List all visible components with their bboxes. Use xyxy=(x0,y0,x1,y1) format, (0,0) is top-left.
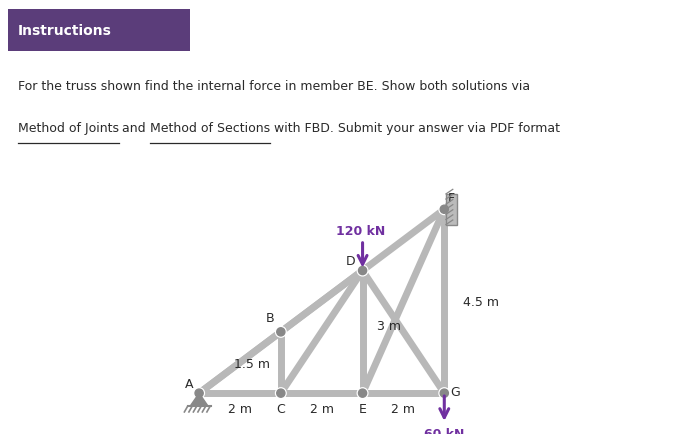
Circle shape xyxy=(439,204,449,215)
Circle shape xyxy=(358,389,367,397)
Text: 1.5 m: 1.5 m xyxy=(234,357,270,370)
Text: 4.5 m: 4.5 m xyxy=(463,295,498,308)
Circle shape xyxy=(276,389,285,397)
Text: E: E xyxy=(358,402,367,415)
Text: Instructions: Instructions xyxy=(18,24,111,38)
Circle shape xyxy=(276,328,285,336)
Text: with FBD. Submit your answer via PDF format: with FBD. Submit your answer via PDF for… xyxy=(270,122,560,135)
Circle shape xyxy=(439,388,449,398)
Text: and: and xyxy=(118,122,150,135)
Bar xyxy=(8,10,190,52)
Text: Method of Sections: Method of Sections xyxy=(150,122,270,135)
Text: G: G xyxy=(450,385,460,398)
Text: 2 m: 2 m xyxy=(391,402,415,415)
Text: 120 kN: 120 kN xyxy=(336,224,385,237)
Circle shape xyxy=(440,206,449,214)
Text: F: F xyxy=(447,192,455,205)
Text: 2 m: 2 m xyxy=(228,402,252,415)
Circle shape xyxy=(357,266,368,276)
Circle shape xyxy=(276,388,286,398)
Bar xyxy=(446,194,457,225)
Circle shape xyxy=(358,267,367,275)
Text: 2 m: 2 m xyxy=(309,402,334,415)
Text: A: A xyxy=(185,377,193,390)
Circle shape xyxy=(276,327,286,337)
Text: 3 m: 3 m xyxy=(377,319,401,332)
Circle shape xyxy=(195,389,203,397)
Circle shape xyxy=(194,388,204,398)
Text: B: B xyxy=(266,312,274,325)
Text: Method of Joints: Method of Joints xyxy=(18,122,118,135)
Text: D: D xyxy=(346,255,355,268)
Text: 60 kN: 60 kN xyxy=(424,427,465,434)
Text: C: C xyxy=(276,402,285,415)
Text: For the truss shown find the internal force in member BE. Show both solutions vi: For the truss shown find the internal fo… xyxy=(18,80,530,93)
Circle shape xyxy=(357,388,368,398)
Polygon shape xyxy=(190,393,208,406)
Circle shape xyxy=(440,389,449,397)
